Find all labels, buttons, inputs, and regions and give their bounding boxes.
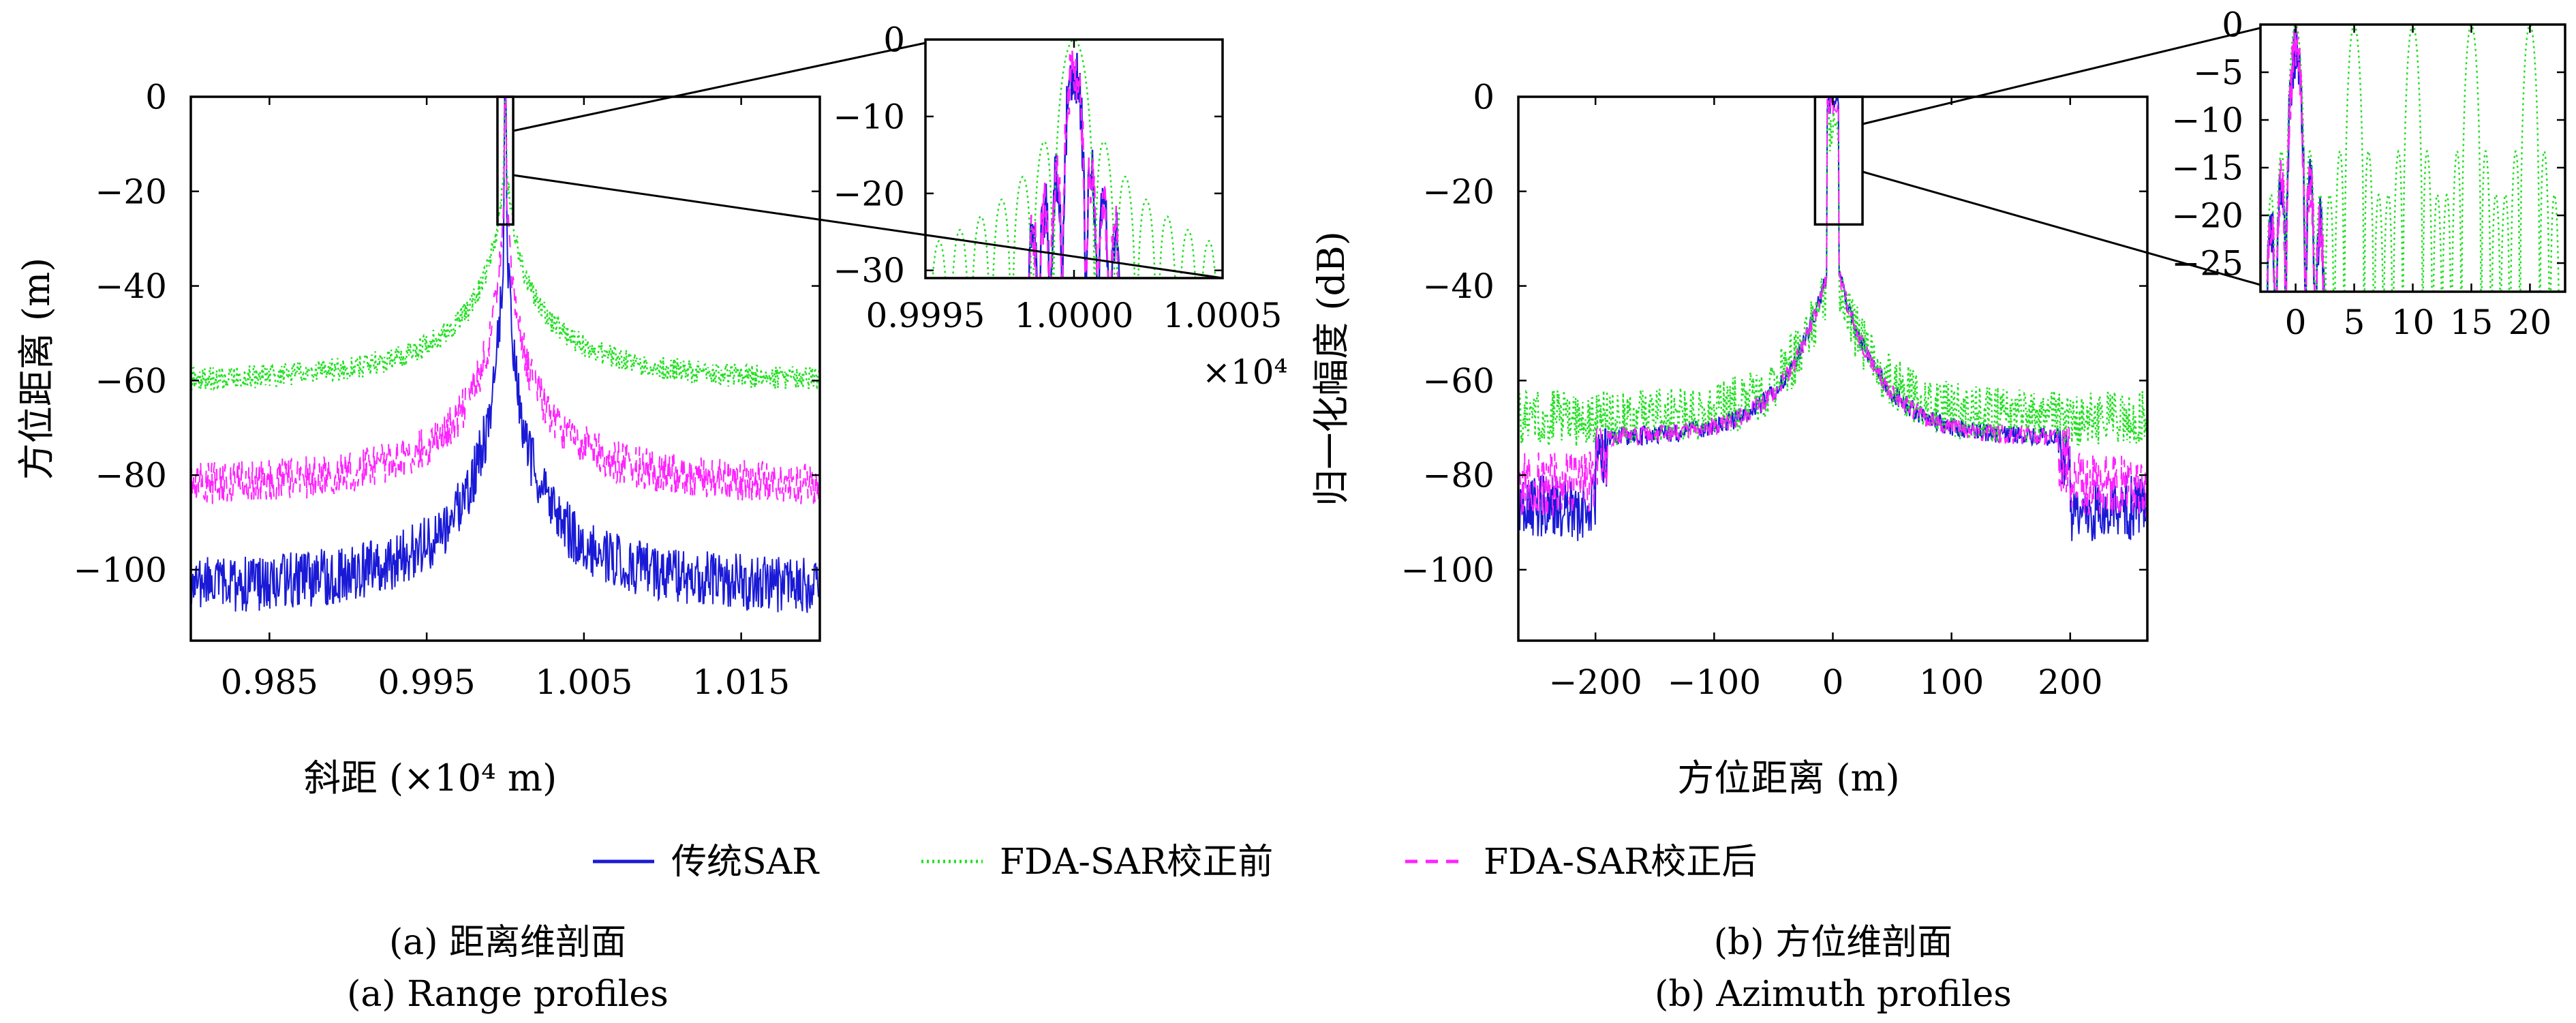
y-tick-label: −20 <box>95 172 167 211</box>
y-tick-label: −15 <box>2171 149 2243 188</box>
x-tick-label: 0.995 <box>378 662 476 702</box>
x-tick-label: 0.985 <box>221 662 318 702</box>
azimuth-profile-panel: −200 −100 0 100 200 0 −20 −40 −60 −80 −100 方位距离 (m)… <box>1310 78 2149 799</box>
x-tick-label: 15 <box>2450 303 2494 342</box>
x-tick-label: 0 <box>2285 303 2307 342</box>
x-tick-label: 1.015 <box>692 662 790 702</box>
x-tick-label: −200 <box>1549 662 1642 702</box>
caption-a-en: (a) Range profiles <box>347 974 669 1015</box>
y-tick-label: −10 <box>833 97 905 136</box>
x-tick-label: 0.9995 <box>866 296 985 335</box>
legend-label-before: FDA-SAR校正前 <box>1000 842 1273 883</box>
y-tick-label: −80 <box>1422 456 1494 495</box>
y-tick-label: 0 <box>145 78 167 117</box>
zoom-connector <box>1862 27 2261 125</box>
y-axis-label: 方位距离 (m) <box>15 258 58 480</box>
legend-label-after: FDA-SAR校正后 <box>1484 842 1757 883</box>
y-tick-label: −5 <box>2193 53 2243 93</box>
y-tick-label: −20 <box>1422 172 1494 211</box>
axes-frame <box>924 38 1224 279</box>
zoom-connector <box>1862 170 2261 286</box>
range-profile-panel: 0.985 0.995 1.005 1.015 0 −20 −40 −60 −80 −100 斜距 … <box>15 78 821 799</box>
y-axis-label: 归一化幅度 (dB) <box>1310 231 1353 506</box>
y-tick-label: −10 <box>2171 101 2243 140</box>
axes-frame <box>2259 23 2566 293</box>
x-tick-label: 1.0005 <box>1163 296 1283 335</box>
range-profile-inset: 0.9995 1.0000 1.0005 0 −10 −20 −30 ×10⁴ <box>833 20 1287 393</box>
y-tick-label: −80 <box>95 456 167 495</box>
x-axis-label: 斜距 (×10⁴ m) <box>304 757 557 799</box>
y-tick-label: −100 <box>74 550 167 590</box>
azimuth-profile-inset: 0 5 10 15 200−5−10−15−20−25 <box>2171 5 2566 342</box>
y-tick-label: −40 <box>1422 266 1494 306</box>
series-before <box>1518 101 2147 449</box>
series-traditional <box>1518 97 2147 541</box>
y-tick-label: 0 <box>1473 78 1494 117</box>
x-tick-label: 20 <box>2509 303 2552 342</box>
zoom-box <box>1813 95 1864 226</box>
x-tick-label: 1.005 <box>535 662 632 702</box>
y-tick-label: −20 <box>833 174 905 213</box>
zoom-connector-lines <box>512 27 2261 286</box>
y-tick-label: −30 <box>833 251 905 290</box>
x-tick-label: 1.0000 <box>1015 296 1134 335</box>
x-tick-label: 200 <box>2038 662 2102 702</box>
caption-a-cn: (a) 距离维剖面 <box>389 922 626 963</box>
series-before <box>191 97 820 392</box>
x-tick-label: 10 <box>2391 303 2435 342</box>
series-after <box>191 97 820 504</box>
caption-b-cn: (b) 方位维剖面 <box>1714 922 1952 963</box>
x-tick-label: 100 <box>1919 662 1984 702</box>
x-multiplier: ×10⁴ <box>1202 352 1288 392</box>
legend-label-traditional: 传统SAR <box>671 842 820 883</box>
series-after <box>1518 97 2147 517</box>
series-traditional <box>191 97 820 613</box>
zoom-connector <box>512 174 1223 279</box>
series-after <box>1028 50 1119 278</box>
x-axis-label: 方位距离 (m) <box>1677 757 1900 799</box>
y-tick-label: −20 <box>2171 196 2243 236</box>
caption-b-en: (b) Azimuth profiles <box>1655 974 2012 1015</box>
series-traditional <box>1028 52 1120 278</box>
y-tick-label: −100 <box>1401 550 1494 590</box>
x-tick-label: 5 <box>2344 303 2365 342</box>
x-tick-label: 0 <box>1822 662 1844 702</box>
axes-frame <box>1517 95 2149 642</box>
x-tick-label: −100 <box>1668 662 1761 702</box>
y-tick-label: 0 <box>2222 5 2243 45</box>
zoom-box <box>496 95 515 226</box>
legend: 传统SAR FDA-SAR校正前 FDA-SAR校正后 <box>593 842 1757 883</box>
y-tick-label: −40 <box>95 266 167 306</box>
y-tick-label: −60 <box>1422 361 1494 401</box>
y-tick-label: 0 <box>883 20 905 60</box>
series-after <box>2267 27 2325 292</box>
zoom-connector <box>512 42 926 132</box>
y-tick-label: −60 <box>95 361 167 401</box>
